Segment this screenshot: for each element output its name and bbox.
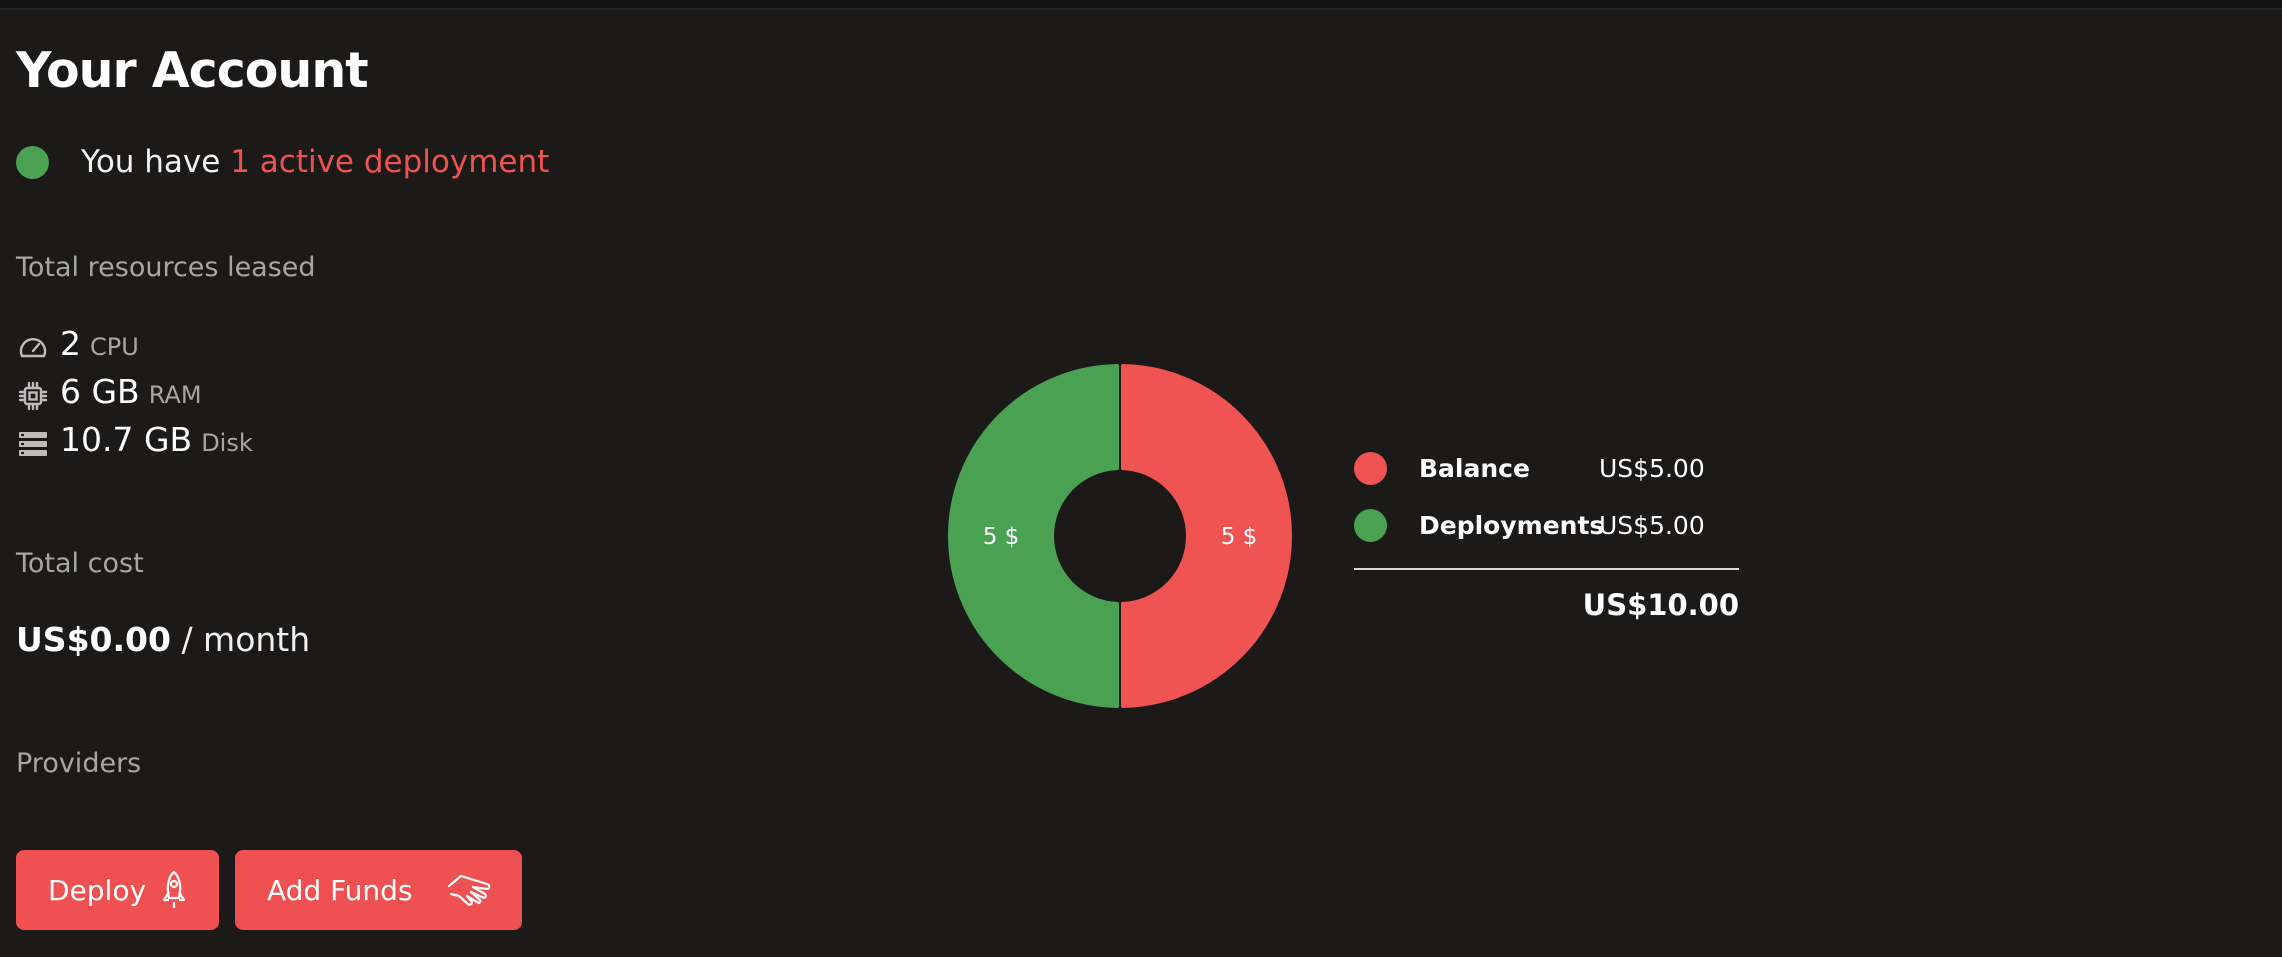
resources-list: 2 CPU 6 GB RAM 1 <box>16 324 253 468</box>
legend-value-balance: US$5.00 <box>1599 454 1705 483</box>
resources-label: Total resources leased <box>16 252 316 283</box>
cost-suffix: / month <box>170 620 311 659</box>
ram-unit: RAM <box>148 381 202 409</box>
deploy-button-label: Deploy <box>48 873 147 907</box>
status-dot <box>16 145 49 179</box>
donut-slice-balance[interactable] <box>1120 364 1292 708</box>
add-funds-button[interactable]: Add Funds <box>235 850 522 930</box>
cpu-unit: CPU <box>90 333 139 361</box>
total-cost: US$0.00 / month <box>16 620 310 659</box>
active-deployments-link[interactable]: 1 active deployment <box>230 144 550 180</box>
legend-dot-balance <box>1354 452 1387 485</box>
legend-name-balance: Balance <box>1419 454 1530 483</box>
add-funds-button-label: Add Funds <box>267 873 413 907</box>
providers-label: Providers <box>16 748 142 779</box>
rocket-icon <box>160 870 188 910</box>
donut-label-balance: 5 $ <box>1221 524 1258 550</box>
status-text: You have 1 active deployment <box>81 144 549 180</box>
hand-coins-icon <box>447 872 493 908</box>
legend-item-balance: Balance US$5.00 <box>1354 440 1739 497</box>
status-prefix: You have <box>81 144 231 180</box>
legend-name-deployments: Deployments <box>1419 511 1605 540</box>
legend-divider <box>1354 568 1739 570</box>
storage-icon <box>16 427 50 461</box>
top-bar <box>0 0 2282 10</box>
ram-value: 6 GB <box>60 372 140 411</box>
resource-disk: 10.7 GB Disk <box>16 420 253 468</box>
donut-label-deployments: 5 $ <box>983 524 1020 550</box>
donut-slice-deployments[interactable] <box>948 364 1120 708</box>
total-cost-label: Total cost <box>16 548 144 579</box>
legend-item-deployments: Deployments US$5.00 <box>1354 497 1739 554</box>
page-title: Your Account <box>16 42 369 99</box>
resource-cpu: 2 CPU <box>16 324 253 372</box>
legend-value-deployments: US$5.00 <box>1599 511 1705 540</box>
legend-total: US$10.00 <box>1582 588 1739 622</box>
deploy-button[interactable]: Deploy <box>16 850 219 930</box>
speedometer-icon <box>16 331 50 365</box>
deployment-status: You have 1 active deployment <box>16 140 549 184</box>
disk-unit: Disk <box>201 429 253 457</box>
resource-ram: 6 GB RAM <box>16 372 253 420</box>
cpu-value: 2 <box>60 324 81 363</box>
donut-chart: 5 $ 5 $ <box>948 364 1292 708</box>
legend-dot-deployments <box>1354 509 1387 542</box>
cost-value: US$0.00 <box>16 620 171 659</box>
chip-icon <box>16 379 50 413</box>
chart-legend: Balance US$5.00 Deployments US$5.00 US$1… <box>1354 440 1739 622</box>
disk-value: 10.7 GB <box>60 420 193 459</box>
